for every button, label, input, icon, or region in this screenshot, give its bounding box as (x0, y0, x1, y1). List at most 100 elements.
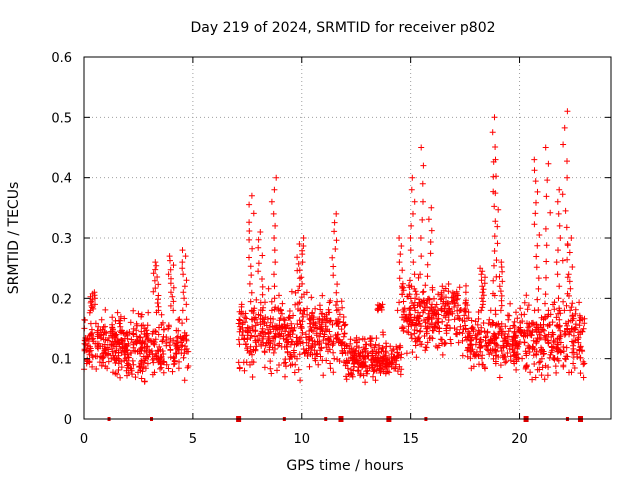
data-point (499, 328, 506, 335)
data-point (252, 333, 258, 340)
data-point (173, 342, 179, 349)
data-point (408, 322, 415, 329)
data-point (308, 344, 315, 351)
data-point (235, 359, 242, 366)
data-point (552, 363, 559, 370)
data-point (571, 365, 578, 371)
data-point (542, 225, 549, 232)
data-point (258, 342, 265, 349)
data-point (236, 341, 243, 348)
data-point (449, 298, 456, 305)
data-point (181, 295, 188, 302)
data-point (435, 291, 442, 298)
data-point (396, 235, 403, 241)
data-point (493, 335, 500, 342)
data-point (132, 348, 139, 355)
data-point (265, 340, 271, 346)
data-point (525, 324, 532, 331)
data-point (401, 305, 408, 312)
data-point (371, 356, 378, 363)
data-point (307, 315, 314, 322)
data-point (498, 348, 505, 354)
data-point (570, 332, 577, 339)
data-point (255, 236, 262, 243)
data-point (366, 365, 373, 372)
data-point (318, 311, 325, 317)
data-point (314, 338, 321, 345)
data-point (247, 327, 254, 334)
data-point (570, 360, 577, 367)
data-point (264, 316, 271, 322)
data-point (559, 191, 566, 198)
data-point (298, 325, 305, 331)
data-point (424, 273, 431, 280)
data-point (396, 363, 403, 370)
data-point (270, 326, 277, 333)
data-point (419, 216, 426, 223)
data-point (368, 335, 375, 342)
data-point (379, 301, 386, 308)
data-point (295, 306, 301, 312)
data-point (107, 341, 113, 348)
data-point (373, 348, 380, 355)
data-point (526, 320, 533, 327)
data-point (400, 287, 407, 294)
data-point (545, 364, 552, 371)
data-point (444, 322, 451, 328)
data-point (500, 338, 507, 345)
data-point (437, 296, 444, 303)
data-point (462, 289, 469, 296)
data-point (576, 347, 583, 354)
data-point (531, 307, 538, 314)
data-point (179, 320, 186, 327)
data-point (434, 324, 441, 331)
data-point (293, 341, 300, 348)
data-point (310, 314, 317, 321)
data-point (375, 356, 382, 362)
data-point (489, 129, 496, 136)
data-point (450, 294, 457, 301)
data-point (417, 303, 424, 310)
data-point (181, 346, 188, 353)
data-point (273, 174, 280, 181)
data-point (418, 253, 425, 260)
data-point (495, 330, 502, 337)
data-point (313, 350, 320, 357)
data-point (268, 370, 275, 377)
data-point (173, 334, 180, 341)
data-point (413, 291, 420, 298)
data-point (423, 325, 430, 332)
data-point (176, 316, 183, 323)
data-point (239, 332, 246, 339)
data-point (564, 174, 571, 181)
data-point (355, 344, 362, 351)
data-point (549, 319, 556, 326)
data-point (352, 348, 359, 355)
data-point (345, 371, 352, 377)
data-point (492, 144, 499, 150)
data-point (491, 233, 498, 240)
data-point (267, 358, 274, 365)
data-point (292, 301, 299, 308)
data-point (118, 364, 125, 371)
data-point (564, 256, 571, 263)
data-point (286, 356, 293, 362)
data-point (300, 235, 307, 241)
data-point (449, 308, 456, 315)
data-point (330, 263, 337, 270)
data-point (301, 350, 308, 357)
data-point (160, 369, 167, 376)
data-point (152, 336, 159, 343)
data-point (453, 330, 460, 337)
data-point (138, 311, 145, 318)
data-point (491, 203, 498, 210)
data-point (480, 292, 487, 299)
data-point (469, 324, 476, 331)
data-point (347, 336, 354, 343)
data-point (464, 302, 471, 309)
data-point (84, 335, 91, 342)
data-point (542, 300, 548, 307)
data-point (271, 283, 278, 290)
data-point (271, 247, 278, 254)
data-point (95, 340, 102, 347)
